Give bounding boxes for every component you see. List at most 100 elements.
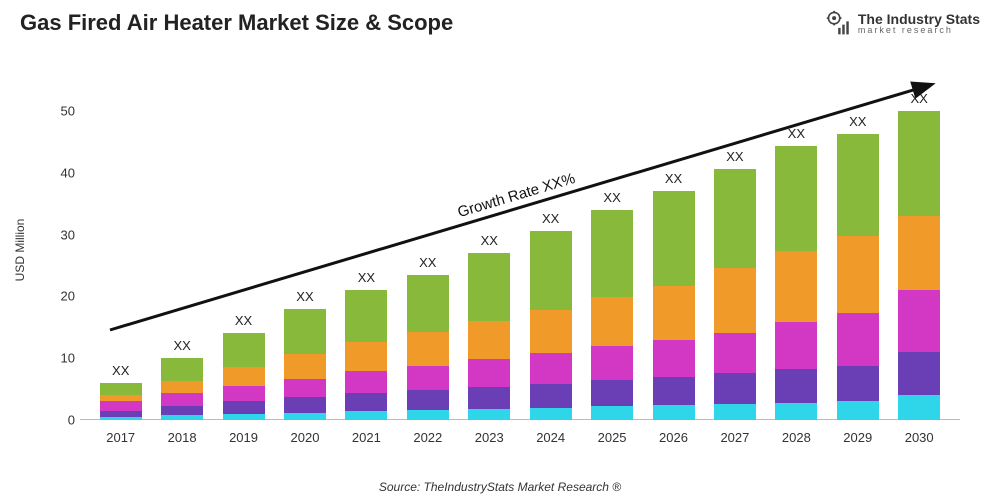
bar-value-label: XX	[419, 255, 436, 270]
bar-slot: XX2024	[520, 231, 581, 420]
bar-value-label: XX	[173, 338, 190, 353]
bar-value-label: XX	[603, 190, 620, 205]
logo-sub-text: market research	[858, 26, 980, 35]
bar-segment	[714, 268, 756, 333]
logo-main-text: The Industry Stats	[858, 12, 980, 26]
bar-segment	[345, 411, 387, 420]
bar-segment	[407, 366, 449, 391]
bar-segment	[591, 210, 633, 297]
bar-segment	[284, 379, 326, 398]
x-tick-label: 2018	[168, 430, 197, 445]
x-tick-label: 2030	[905, 430, 934, 445]
bar-stack: XX	[775, 146, 817, 420]
brand-logo: The Industry Stats market research	[826, 10, 980, 36]
x-tick-label: 2023	[475, 430, 504, 445]
bar-segment	[223, 401, 265, 413]
bar-segment	[775, 251, 817, 322]
bar-segment	[837, 401, 879, 420]
header-row: Gas Fired Air Heater Market Size & Scope…	[20, 10, 980, 60]
x-tick-label: 2026	[659, 430, 688, 445]
bar-segment	[530, 353, 572, 384]
bar-segment	[898, 395, 940, 420]
y-tick: 30	[40, 227, 75, 242]
bar-slot: XX2019	[213, 333, 274, 420]
bar-segment	[100, 401, 142, 410]
bar-segment	[714, 333, 756, 373]
bar-segment	[223, 414, 265, 420]
bar-segment	[407, 390, 449, 410]
bar-stack: XX	[591, 210, 633, 420]
bar-segment	[653, 191, 695, 286]
bar-segment	[223, 367, 265, 386]
bar-segment	[837, 313, 879, 366]
bar-slot: XX2023	[459, 253, 520, 420]
bar-segment	[468, 321, 510, 359]
bar-segment	[161, 381, 203, 393]
bar-segment	[653, 286, 695, 340]
bar-segment	[775, 146, 817, 251]
bar-stack: XX	[898, 111, 940, 420]
y-tick: 40	[40, 165, 75, 180]
bar-slot: XX2018	[151, 358, 212, 420]
source-caption: Source: TheIndustryStats Market Research…	[0, 480, 1000, 494]
bar-segment	[591, 297, 633, 346]
bar-value-label: XX	[296, 289, 313, 304]
x-tick-label: 2027	[720, 430, 749, 445]
bar-segment	[284, 354, 326, 379]
bar-segment	[468, 409, 510, 420]
x-tick-label: 2021	[352, 430, 381, 445]
gear-bars-icon	[826, 10, 852, 36]
bar-segment	[161, 406, 203, 415]
x-tick-label: 2025	[598, 430, 627, 445]
plot-area: 01020304050 XX2017XX2018XX2019XX2020XX20…	[80, 80, 960, 420]
bar-stack: XX	[345, 290, 387, 420]
bar-stack: XX	[714, 169, 756, 420]
bar-segment	[775, 403, 817, 420]
bar-segment	[775, 369, 817, 403]
x-tick-label: 2019	[229, 430, 258, 445]
bar-slot: XX2025	[581, 210, 642, 420]
bar-segment	[345, 393, 387, 412]
bar-segment	[345, 371, 387, 393]
bar-stack: XX	[161, 358, 203, 420]
chart-container: Gas Fired Air Heater Market Size & Scope…	[0, 0, 1000, 500]
x-tick-label: 2029	[843, 430, 872, 445]
bar-value-label: XX	[726, 149, 743, 164]
bar-value-label: XX	[358, 270, 375, 285]
y-tick: 50	[40, 103, 75, 118]
bar-segment	[407, 332, 449, 365]
bar-segment	[714, 373, 756, 404]
bar-segment	[837, 236, 879, 313]
bar-segment	[775, 322, 817, 368]
y-tick: 20	[40, 289, 75, 304]
bar-segment	[284, 309, 326, 354]
bar-segment	[100, 417, 142, 420]
bar-segment	[653, 405, 695, 420]
x-tick-label: 2017	[106, 430, 135, 445]
bar-segment	[530, 310, 572, 353]
chart-title: Gas Fired Air Heater Market Size & Scope	[20, 10, 453, 36]
bar-stack: XX	[837, 134, 879, 420]
y-axis-label: USD Million	[13, 219, 27, 282]
bar-segment	[407, 275, 449, 332]
bar-segment	[468, 359, 510, 387]
bar-segment	[653, 340, 695, 377]
bar-segment	[284, 397, 326, 412]
bar-segment	[898, 352, 940, 395]
bar-segment	[284, 413, 326, 420]
x-tick-label: 2022	[413, 430, 442, 445]
bar-segment	[468, 253, 510, 321]
bar-segment	[714, 169, 756, 268]
bar-segment	[591, 406, 633, 420]
bar-segment	[653, 377, 695, 405]
bar-stack: XX	[530, 231, 572, 420]
bar-slot: XX2029	[827, 134, 888, 420]
bar-segment	[161, 358, 203, 381]
bar-value-label: XX	[542, 211, 559, 226]
bar-segment	[407, 410, 449, 420]
bar-segment	[161, 415, 203, 420]
bar-segment	[591, 346, 633, 380]
bar-value-label: XX	[481, 233, 498, 248]
bar-stack: XX	[223, 333, 265, 420]
bar-value-label: XX	[788, 126, 805, 141]
